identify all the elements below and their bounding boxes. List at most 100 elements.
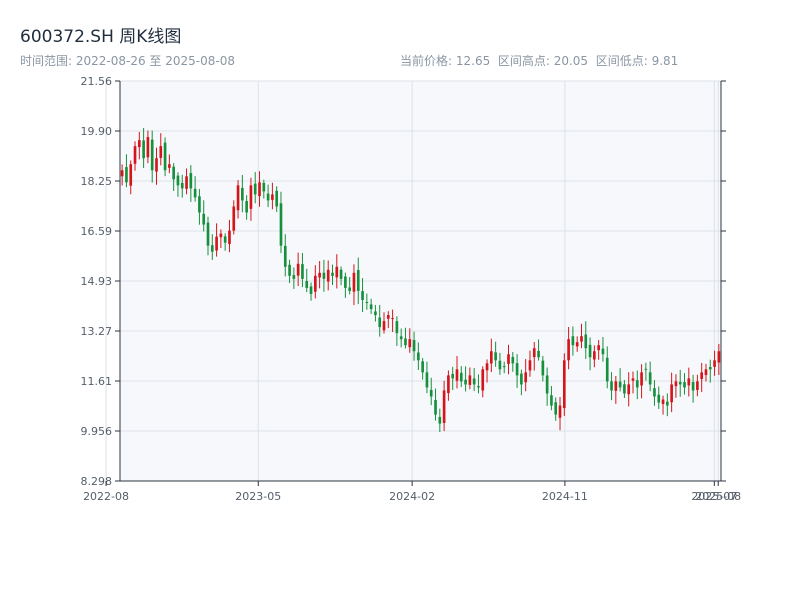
candle-body: [271, 194, 274, 200]
candle-body: [163, 142, 167, 171]
y-axis-ticks: 8.298 9.956 11.61 13.27 14.93 16.59 18.25 19.90…: [81, 75, 726, 488]
candle-body: [708, 367, 712, 370]
candle-body: [331, 272, 334, 276]
candle-body: [670, 384, 673, 403]
candle-body: [155, 158, 158, 172]
candle-body: [421, 361, 424, 373]
candle-body: [502, 366, 506, 368]
candle-body: [125, 167, 128, 183]
candle-body: [374, 311, 377, 316]
candle-body: [146, 137, 150, 158]
candle-body: [408, 339, 412, 348]
candle-body: [425, 372, 429, 388]
candle-body: [120, 170, 124, 177]
candle-body: [172, 166, 175, 180]
candle-body: [404, 338, 407, 346]
candle-body: [580, 336, 583, 342]
y-tick-label: 9.956: [81, 425, 113, 438]
candle-body: [700, 372, 704, 380]
candle-body: [442, 390, 446, 423]
candle-body: [142, 140, 145, 159]
x-tick-label: 2025-07: [691, 490, 737, 503]
candle-body: [339, 269, 343, 279]
y-tick-label: 8.298: [81, 475, 113, 488]
candle-body: [610, 381, 613, 391]
candle-body: [232, 206, 236, 231]
candle-body: [348, 287, 351, 291]
candle-body: [365, 302, 369, 304]
candle-body: [524, 372, 528, 383]
candle-body: [631, 378, 635, 381]
candle-body: [678, 381, 682, 385]
candle-body: [627, 384, 631, 395]
candle-body: [541, 360, 545, 376]
candle-body: [597, 345, 600, 351]
candle-body: [571, 336, 575, 346]
candle-body: [189, 173, 193, 189]
x-axis-ticks: 2022-08 2023-05 2024-02 2024-11 2025-072025-…: [83, 481, 741, 503]
candle-body: [713, 360, 716, 367]
x-tick-label: 2025-08: [695, 490, 741, 503]
candle-body: [520, 373, 523, 385]
candle-body: [305, 281, 309, 288]
candle-body: [438, 416, 442, 424]
candle-body: [605, 357, 609, 382]
y-tick-label: 21.56: [81, 75, 113, 88]
candle-body: [601, 348, 605, 355]
candle-body: [683, 382, 686, 388]
y-tick-label: 18.25: [81, 175, 113, 188]
candle-body: [459, 372, 463, 382]
candle-body: [674, 381, 678, 387]
candle-body: [356, 270, 360, 291]
candle-body: [618, 381, 622, 388]
candle-body: [455, 369, 459, 381]
candle-body: [691, 382, 695, 391]
y-tick-label: 19.90: [81, 125, 113, 138]
candle-body: [434, 400, 437, 415]
candle-body: [593, 351, 596, 360]
price-stats: 当前价格: 12.65 区间高点: 20.05 区间低点: 9.81: [400, 52, 678, 69]
candle-body: [202, 213, 206, 225]
candle-body: [653, 388, 656, 397]
candle-body: [657, 394, 661, 403]
candle-body: [223, 236, 227, 243]
candle-body: [687, 378, 691, 386]
candle-body: [704, 369, 708, 376]
candle-body: [490, 351, 493, 364]
candle-body: [309, 286, 313, 294]
candle-body: [296, 263, 300, 276]
range-high: 区间高点: 20.05: [497, 54, 589, 68]
candle-body: [481, 369, 485, 391]
candle-body: [228, 230, 231, 244]
y-tick-label: 16.59: [81, 225, 113, 238]
candle-body: [266, 193, 270, 201]
candle-body: [275, 190, 279, 207]
candle-body: [249, 185, 253, 209]
candle-body: [176, 175, 180, 186]
candle-body: [168, 164, 171, 168]
candle-body: [485, 363, 489, 371]
y-tick-label: 13.27: [81, 325, 113, 338]
candle-body: [253, 183, 257, 195]
candle-body: [288, 264, 291, 276]
candle-body: [640, 372, 643, 386]
candle-body: [451, 373, 455, 379]
candle-body: [511, 356, 515, 364]
candle-body: [498, 360, 502, 370]
candle-body: [623, 384, 626, 394]
candle-body: [133, 146, 137, 164]
candle-body: [472, 378, 476, 385]
candle-body: [198, 196, 201, 213]
candle-body: [193, 188, 197, 198]
candle-body: [279, 203, 283, 246]
candle-body: [614, 381, 618, 391]
candle-body: [258, 182, 261, 197]
candle-body: [575, 342, 579, 347]
candle-body: [477, 386, 480, 388]
x-tick-label: 2024-11: [542, 490, 588, 503]
candle-body: [648, 372, 652, 385]
current-price: 当前价格: 12.65: [400, 54, 491, 68]
candle-body: [588, 344, 592, 358]
candle-body: [335, 266, 339, 278]
